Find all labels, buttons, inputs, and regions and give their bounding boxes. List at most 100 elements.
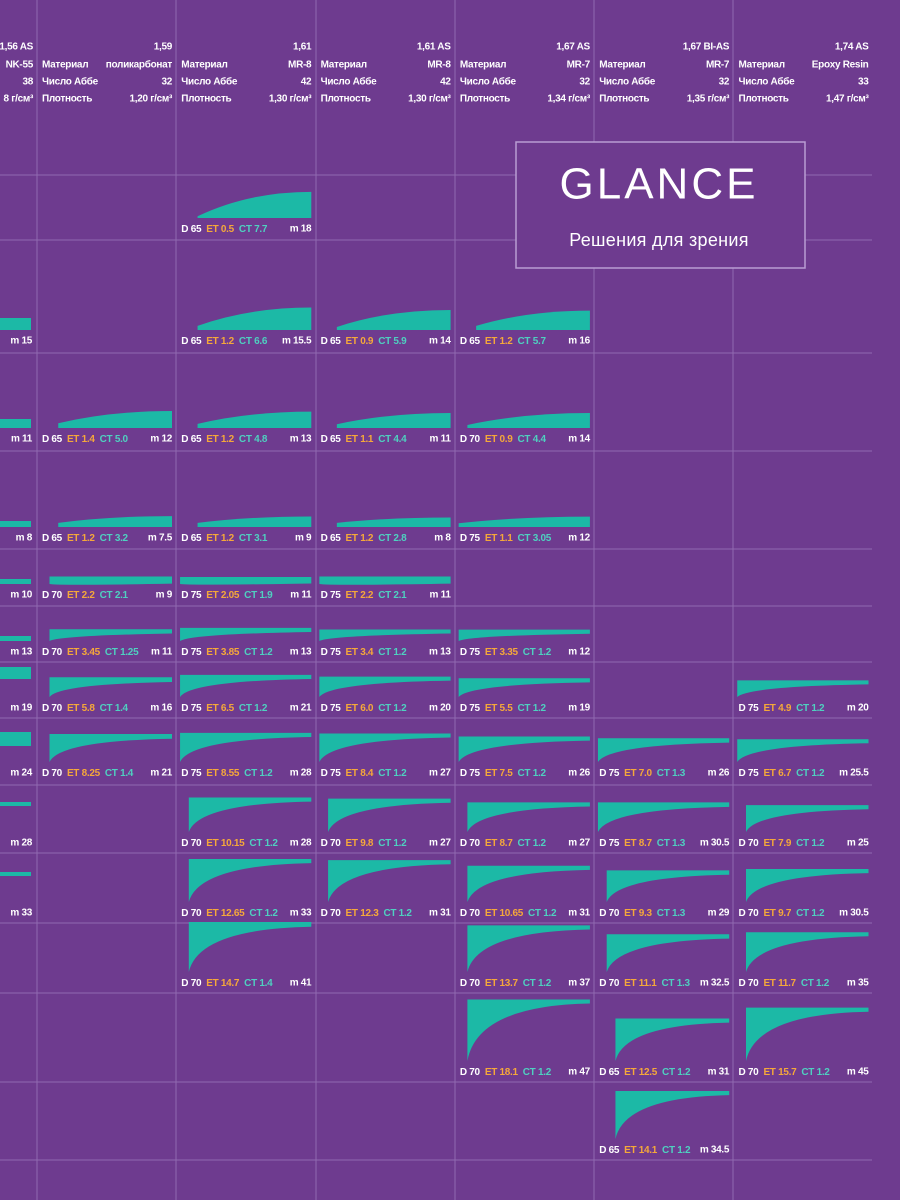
- mass: m 14: [429, 336, 451, 347]
- edge-thickness: ET 13.7: [485, 978, 519, 989]
- mass: m 27: [568, 838, 590, 849]
- lens-profile: [737, 739, 869, 762]
- mass: m 18: [290, 224, 312, 235]
- row-label: Плотность: [42, 94, 92, 105]
- row-label: Материал: [460, 60, 506, 71]
- center-thickness: CT 1.2: [662, 1067, 691, 1078]
- mass: m 31: [708, 1067, 730, 1078]
- lens-profile: [319, 576, 451, 585]
- center-thickness: CT 1.2: [378, 838, 407, 849]
- lens-profile: [180, 732, 312, 762]
- center-thickness: CT 5.9: [378, 336, 407, 347]
- mass: m 16: [568, 336, 590, 347]
- edge-thickness: ET 8.25: [67, 768, 101, 779]
- mass: m 13: [290, 647, 312, 658]
- mass: m 47: [568, 1067, 590, 1078]
- edge-thickness: ET 0.9: [346, 336, 374, 347]
- diameter: D 75: [181, 703, 202, 714]
- center-thickness: CT 1.2: [796, 703, 825, 714]
- cell-label: D 70 ET 10.65 CT 1.2: [460, 908, 557, 919]
- row-label: Плотность: [599, 94, 649, 105]
- mass: m 13: [10, 647, 32, 658]
- lens-profile: [746, 932, 869, 972]
- edge-thickness: ET 9.7: [763, 908, 791, 919]
- lens-profile-stub: [0, 667, 31, 679]
- mass: m 7.5: [148, 533, 173, 544]
- lens-profile: [336, 517, 451, 527]
- lens-density: 1,47 г/см³: [826, 94, 869, 105]
- cell-label: D 65 ET 0.9 CT 5.9: [321, 336, 408, 347]
- lens-profile-stub: [0, 802, 31, 806]
- cell-label: D 70 ET 11.7 CT 1.2: [739, 978, 830, 989]
- center-thickness: CT 1.2: [249, 838, 278, 849]
- mass: m 24: [10, 768, 32, 779]
- edge-thickness: ET 12.5: [624, 1067, 658, 1078]
- mass: m 11: [11, 434, 33, 445]
- diameter: D 65: [181, 336, 202, 347]
- edge-thickness: ET 2.2: [67, 590, 95, 601]
- center-thickness: CT 1.3: [662, 978, 691, 989]
- edge-thickness: ET 5.8: [67, 703, 95, 714]
- diameter: D 70: [599, 978, 620, 989]
- lens-density: 1,35 г/см³: [687, 94, 730, 105]
- row-label: Материал: [42, 60, 88, 71]
- edge-thickness: ET 11.1: [624, 978, 657, 989]
- edge-thickness: ET 1.2: [67, 533, 95, 544]
- lens-profile: [467, 802, 590, 832]
- center-thickness: CT 1.2: [518, 768, 547, 779]
- center-thickness: CT 1.2: [378, 768, 407, 779]
- edge-thickness: ET 1.2: [485, 336, 513, 347]
- mass: m 31: [429, 908, 451, 919]
- center-thickness: CT 7.7: [239, 224, 268, 235]
- edge-thickness: ET 1.1: [346, 434, 374, 445]
- lens-profile: [597, 802, 730, 832]
- diameter: D 65: [181, 434, 202, 445]
- row-label: Плотность: [739, 94, 789, 105]
- cell-label: D 65 ET 1.2 CT 4.8: [181, 434, 268, 445]
- lens-profile: [188, 858, 312, 902]
- lens-profile: [458, 629, 590, 641]
- diameter: D 65: [599, 1067, 620, 1078]
- center-thickness: CT 3.1: [239, 533, 268, 544]
- diameter: D 70: [321, 908, 342, 919]
- diameter: D 75: [321, 647, 342, 658]
- lens-profile: [746, 805, 869, 832]
- lens-profile: [180, 577, 312, 585]
- lens-profile: [197, 307, 312, 330]
- edge-thickness: ET 3.35: [485, 647, 519, 658]
- center-thickness: CT 1.2: [518, 703, 547, 714]
- center-thickness: CT 3.2: [100, 533, 129, 544]
- lens-abbe: 32: [719, 77, 730, 88]
- cell-label: D 65 ET 1.1 CT 4.4: [321, 434, 408, 445]
- lens-profile: [458, 516, 590, 527]
- lens-abbe: 33: [858, 77, 869, 88]
- lens-profile: [467, 865, 590, 902]
- lens-index: 1,74 AS: [835, 42, 869, 53]
- center-thickness: CT 3.05: [518, 533, 552, 544]
- edge-thickness: ET 12.3: [346, 908, 380, 919]
- diameter: D 70: [460, 908, 481, 919]
- cell-label: D 75 ET 1.1 CT 3.05: [460, 533, 552, 544]
- center-thickness: CT 1.2: [796, 838, 825, 849]
- diameter: D 75: [739, 703, 760, 714]
- lens-profile-stub: [0, 872, 31, 876]
- lens-index: 1,56 AS: [0, 42, 34, 53]
- cell-label: D 70 ET 9.3 CT 1.3: [599, 908, 686, 919]
- cell-label: D 65 ET 1.2 CT 3.2: [42, 533, 129, 544]
- center-thickness: CT 1.2: [523, 978, 552, 989]
- mass: m 27: [429, 768, 451, 779]
- edge-thickness: ET 18.1: [485, 1067, 519, 1078]
- center-thickness: CT 1.25: [105, 647, 139, 658]
- cell-label: D 75 ET 6.5 CT 1.2: [181, 703, 268, 714]
- cell-label: D 70 ET 11.1 CT 1.3: [599, 978, 690, 989]
- cell-label: D 65 ET 1.2 CT 5.7: [460, 336, 547, 347]
- cell-label: D 70 ET 7.9 CT 1.2: [739, 838, 826, 849]
- center-thickness: CT 1.2: [518, 838, 547, 849]
- lens-profile: [615, 1018, 730, 1061]
- cell-label: D 75 ET 3.35 CT 1.2: [460, 647, 552, 658]
- mass: m 32.5: [700, 978, 730, 989]
- diameter: D 70: [599, 908, 620, 919]
- mass: m 10: [10, 590, 32, 601]
- lens-material: MR-7: [706, 60, 730, 71]
- diameter: D 65: [42, 434, 63, 445]
